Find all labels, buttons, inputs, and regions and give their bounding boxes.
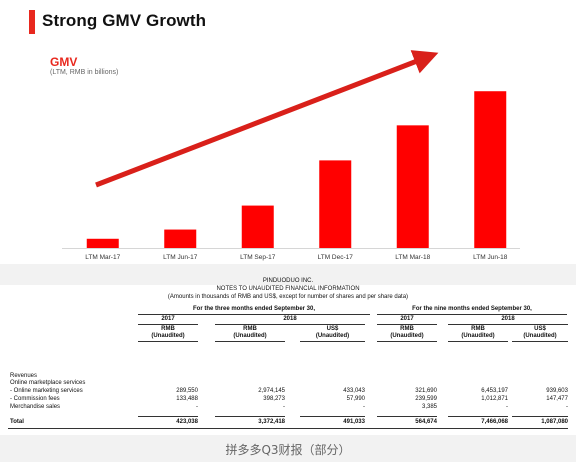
bar <box>86 238 119 248</box>
report-note: (Amounts in thousands of RMB and US$, ex… <box>167 294 409 300</box>
table-row-label: Online marketplace services <box>10 380 86 386</box>
financial-table: PINDUODUO INC. NOTES TO UNAUDITED FINANC… <box>0 278 576 435</box>
report-heading: NOTES TO UNAUDITED FINANCIAL INFORMATION <box>216 286 360 292</box>
table-cell: 3,372,418 <box>258 419 285 425</box>
x-tick-label: LTM Dec-17 <box>318 254 354 261</box>
header-rule <box>215 341 285 342</box>
col-currency: RMB <box>161 326 175 332</box>
table-row-label: - Online marketing services <box>10 388 83 394</box>
col-unaudited: (Unaudited) <box>390 333 424 339</box>
x-tick-label: LTM Jun-17 <box>163 254 198 261</box>
bar <box>396 125 429 248</box>
period-nine-months: For the nine months ended September 30, <box>412 306 532 312</box>
table-cell: 939,603 <box>546 388 568 394</box>
header-rule <box>215 324 365 325</box>
col-currency: RMB <box>243 326 257 332</box>
table-cell: 321,690 <box>415 388 437 394</box>
table-cell: 398,273 <box>263 396 285 402</box>
chart-title: GMV <box>50 55 78 69</box>
table-cell: 1,012,871 <box>481 396 508 402</box>
table-cell: 2,974,145 <box>258 388 285 394</box>
x-tick-label: LTM Mar-18 <box>395 254 430 261</box>
col-currency: RMB <box>471 326 485 332</box>
report-company: PINDUODUO INC. <box>262 278 314 284</box>
header-rule <box>138 314 370 315</box>
slide-title: Strong GMV Growth <box>42 11 207 30</box>
table-cell: - <box>566 404 568 410</box>
total-rule <box>448 416 508 417</box>
x-tick-label: LTM Jun-18 <box>473 254 508 261</box>
x-tick-label: LTM Mar-17 <box>85 254 120 261</box>
col-currency: US$ <box>534 326 546 332</box>
table-bottom-rule <box>8 428 568 429</box>
table-cell: 491,033 <box>343 419 365 425</box>
table-row-label: Revenues <box>10 373 38 379</box>
table-row-label: - Commission fees <box>10 396 60 402</box>
header-rule <box>377 324 437 325</box>
table-cell: - <box>363 404 365 410</box>
table-cell: 133,488 <box>176 396 198 402</box>
table-cell: - <box>283 404 285 410</box>
growth-arrow-icon <box>95 50 439 188</box>
header-rule <box>377 314 567 315</box>
header-rule <box>448 324 568 325</box>
table-cell: 423,038 <box>176 419 198 425</box>
bar <box>164 229 197 248</box>
bar <box>319 160 352 248</box>
total-rule <box>138 416 198 417</box>
table-row-label: Total <box>10 419 24 425</box>
table-cell: 289,550 <box>176 388 198 394</box>
table-cell: 6,453,197 <box>481 388 508 394</box>
table-cell: 564,674 <box>415 419 437 425</box>
col-unaudited: (Unaudited) <box>233 333 267 339</box>
x-tick-label: LTM Sep-17 <box>240 254 276 261</box>
table-cell: 57,990 <box>346 396 365 402</box>
total-rule <box>215 416 285 417</box>
title-accent-bar <box>29 10 35 34</box>
table-row-label: Merchandise sales <box>10 404 61 410</box>
col-currency: US$ <box>326 326 339 332</box>
col-unaudited: (Unaudited) <box>151 333 185 339</box>
header-rule <box>448 341 508 342</box>
col-currency: RMB <box>400 326 414 332</box>
table-cell: 1,087,080 <box>541 419 568 425</box>
slide: Strong GMV Growth GMV (LTM, RMB in billi… <box>0 0 576 264</box>
total-rule <box>377 416 437 417</box>
year-label: 2018 <box>283 316 297 322</box>
total-rule <box>300 416 365 417</box>
table-cell: - <box>196 404 198 410</box>
table-cell: 3,385 <box>421 404 437 410</box>
header-rule <box>377 341 437 342</box>
table-cell: 7,466,068 <box>481 419 508 425</box>
bar <box>241 205 274 248</box>
table-cell: 147,477 <box>546 396 568 402</box>
gmv-bar-chart: LTM Mar-17 LTM Jun-17 LTM Sep-17 LTM Dec-17… <box>62 50 520 261</box>
header-rule <box>300 341 365 342</box>
col-unaudited: (Unaudited) <box>461 333 495 339</box>
header-rule <box>138 324 198 325</box>
table-cell: 433,043 <box>343 388 365 394</box>
bar <box>474 91 507 248</box>
period-three-months: For the three months ended September 30, <box>192 306 316 312</box>
header-rule <box>512 341 568 342</box>
year-label: 2017 <box>161 316 175 322</box>
chart-subtitle: (LTM, RMB in billions) <box>50 69 119 76</box>
col-unaudited: (Unaudited) <box>523 333 557 339</box>
caption: 拼多多Q3财报（部分） <box>225 443 351 457</box>
header-rule <box>138 341 198 342</box>
table-cell: - <box>506 404 508 410</box>
total-rule <box>512 416 568 417</box>
year-label: 2017 <box>400 316 414 322</box>
table-cell: 239,599 <box>415 396 437 402</box>
year-label: 2018 <box>501 316 515 322</box>
col-unaudited: (Unaudited) <box>315 333 350 339</box>
